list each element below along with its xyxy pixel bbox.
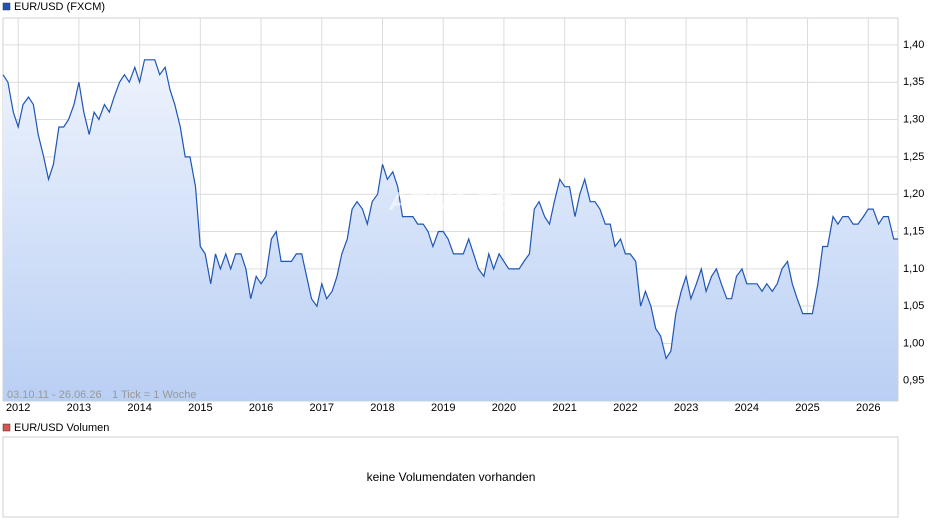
area-fill — [3, 59, 898, 402]
legend-swatch — [2, 2, 11, 11]
x-tick-label: 2025 — [795, 402, 819, 414]
x-tick-label: 2019 — [431, 402, 455, 414]
watermark: ARIVA.DE — [388, 186, 512, 216]
x-tick-label: 2013 — [67, 402, 91, 414]
y-tick-label: 1,30 — [903, 113, 924, 125]
x-tick-label: 2015 — [188, 402, 212, 414]
x-tick-label: 2023 — [674, 402, 698, 414]
x-tick-label: 2016 — [249, 402, 273, 414]
chart-title: EUR/USD (FXCM) — [14, 1, 105, 13]
x-tick-label: 2022 — [613, 402, 637, 414]
y-tick-label: 1,20 — [903, 188, 924, 200]
y-tick-label: 1,40 — [903, 39, 924, 51]
date-range: 03.10.11 - 26.06.26 — [7, 389, 102, 401]
y-tick-label: 1,15 — [903, 225, 924, 237]
y-tick-label: 1,10 — [903, 263, 924, 275]
volume-panel — [2, 436, 899, 518]
x-tick-label: 2024 — [735, 402, 759, 414]
y-tick-label: 1,00 — [903, 337, 924, 349]
price-line — [2, 59, 898, 360]
volume-swatch — [2, 423, 11, 432]
y-tick-label: 1,35 — [903, 76, 924, 88]
x-tick-label: 2014 — [127, 402, 151, 414]
y-tick-label: 1,05 — [903, 300, 924, 312]
y-tick-label: 0,95 — [903, 375, 924, 387]
tick-note: 1 Tick = 1 Woche — [112, 389, 196, 401]
y-tick-label: 1,25 — [903, 151, 924, 163]
x-tick-label: 2026 — [856, 402, 880, 414]
x-tick-label: 2018 — [370, 402, 394, 414]
x-tick-label: 2017 — [310, 402, 334, 414]
x-tick-label: 2020 — [492, 402, 516, 414]
volume-message: keine Volumendaten vorhanden — [367, 470, 536, 484]
x-tick-label: 2012 — [6, 402, 30, 414]
x-tick-label: 2021 — [552, 402, 576, 414]
volume-title: EUR/USD Volumen — [14, 422, 109, 434]
